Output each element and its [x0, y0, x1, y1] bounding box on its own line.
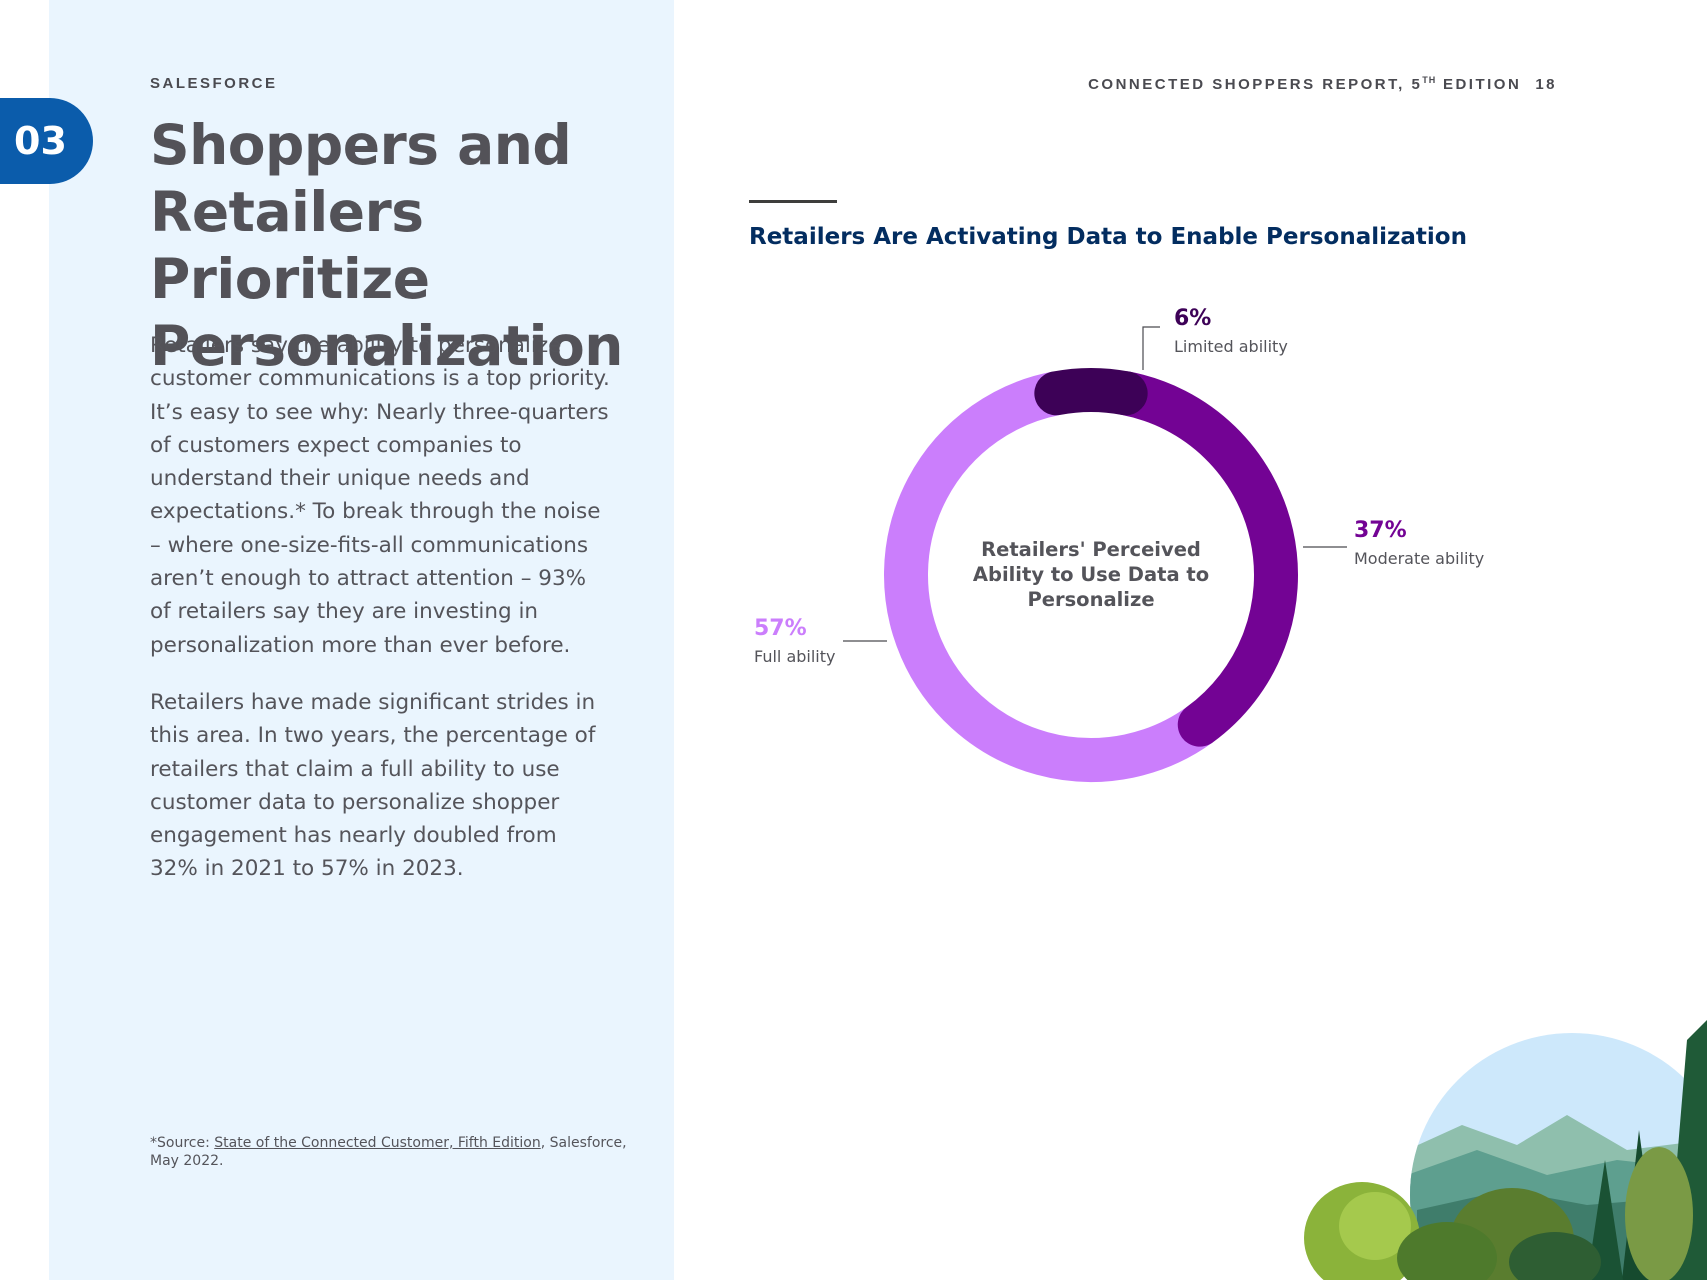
chart-title-rule — [749, 200, 837, 203]
slice-limited-leader — [1142, 326, 1160, 370]
slice-limited-value: 6% — [1174, 306, 1212, 331]
slice-full-value: 57% — [754, 616, 807, 641]
slice-full-label: Full ability — [754, 647, 836, 666]
slice-moderate-arc — [1103, 371, 1298, 747]
slice-moderate-label: Moderate ability — [1354, 549, 1485, 568]
slice-full-arc — [884, 371, 1213, 782]
slice-limited-arc — [1034, 368, 1148, 416]
landscape-illustration — [1304, 1020, 1707, 1280]
page-title: Shoppers and Retailers Prioritize Person… — [150, 113, 623, 378]
brand-name: SALESFORCE — [150, 75, 278, 92]
page-number: 18 — [1535, 76, 1557, 93]
footnote: *Source: State of the Connected Customer… — [150, 1134, 650, 1170]
report-title-suffix: EDITION — [1436, 76, 1522, 93]
section-number-tab: 03 — [0, 98, 93, 184]
footnote-source-link[interactable]: State of the Connected Customer, Fifth E… — [214, 1135, 541, 1151]
report-title-superscript: TH — [1422, 75, 1437, 85]
chart-center-label: Retailers' Perceived Ability to Use Data… — [972, 538, 1210, 611]
slice-limited-label: Limited ability — [1174, 337, 1288, 356]
chart-title: Retailers Are Activating Data to Enable … — [749, 224, 1467, 250]
report-header: CONNECTED SHOPPERS REPORT, 5TH EDITION 18 — [1088, 75, 1557, 93]
body-paragraph-1: Retailers say the ability to personalize… — [150, 333, 610, 658]
report-title: CONNECTED SHOPPERS REPORT, 5 — [1088, 76, 1423, 93]
footnote-prefix: *Source: — [150, 1135, 215, 1151]
body-paragraph-2: Retailers have made significant strides … — [150, 690, 596, 882]
section-number: 03 — [14, 119, 67, 163]
left-panel — [49, 0, 674, 1280]
slice-moderate-value: 37% — [1354, 518, 1407, 543]
footnote-suffix: , Salesforce, May 2022. — [150, 1135, 627, 1169]
